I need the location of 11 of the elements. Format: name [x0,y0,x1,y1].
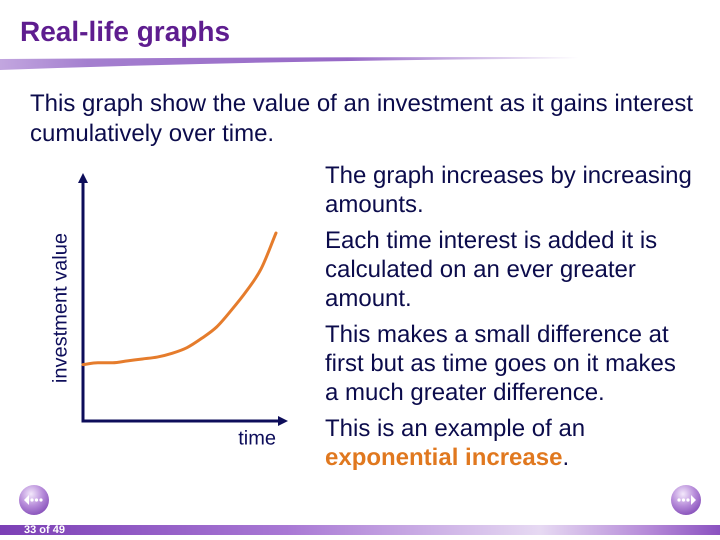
text: The graph increases by increasing amounts. [325,161,692,219]
y-axis-title: investment value [50,233,72,384]
text: This graph show the value of an investment as it gains interest cumulatively over time. [30,89,694,149]
text: . [562,444,570,471]
text: Each time interest is added it is calculated on an ever greater amount. [325,226,658,313]
text: This is an example of an [325,415,586,442]
text: 33 of 49 [24,524,65,536]
text: This makes a small difference at first but as time goes on it makes a much greater difference. [325,320,677,407]
text: exponential increase [325,443,562,472]
x-axis-title: time [238,428,276,450]
chart-title: Real-life graphs [20,15,230,49]
